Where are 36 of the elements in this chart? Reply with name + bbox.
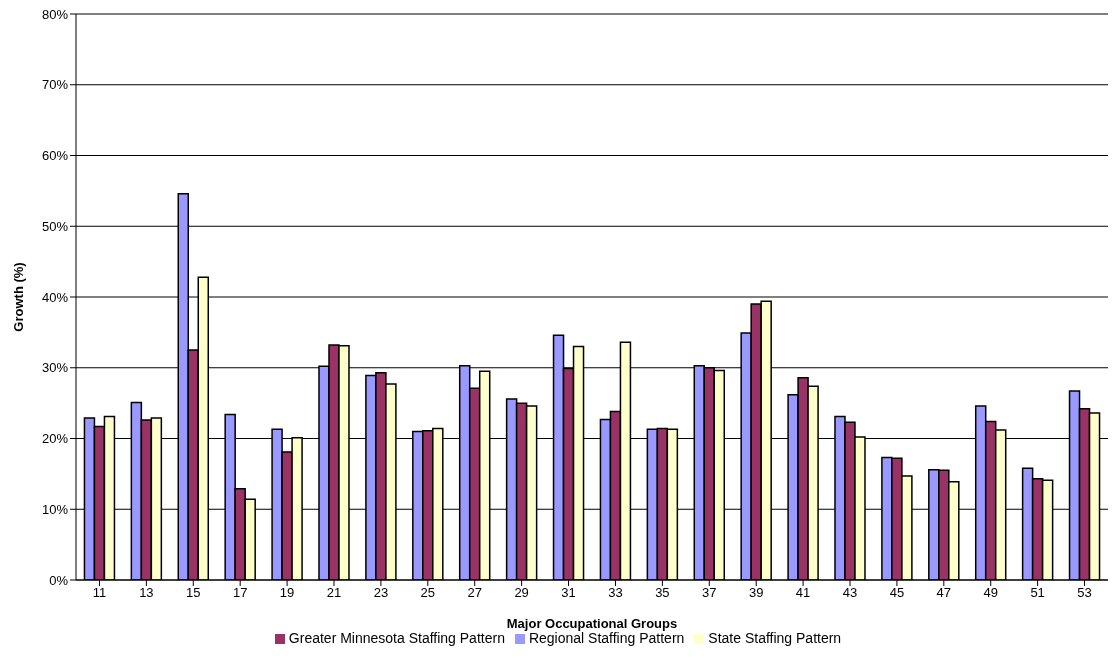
x-tick-label: 17 <box>232 585 248 601</box>
x-tick-label: 39 <box>748 585 764 601</box>
x-tick-label: 13 <box>139 585 154 601</box>
x-tick-label: 47 <box>936 585 952 601</box>
x-tick-label: 25 <box>420 585 436 601</box>
y-tick-label: 40% <box>41 289 69 305</box>
y-tick-label: 80% <box>41 6 69 22</box>
legend-label: Greater Minnesota Staffing Pattern <box>288 630 505 646</box>
x-tick-label: 15 <box>186 585 201 601</box>
y-tick-label: 20% <box>41 431 69 447</box>
x-tick-label: 27 <box>467 585 482 601</box>
y-tick-label: 0% <box>49 572 69 588</box>
x-tick-label: 49 <box>983 585 998 601</box>
x-tick-label: 41 <box>795 585 811 601</box>
legend-label: State Staffing Pattern <box>708 630 842 646</box>
x-tick-label: 43 <box>842 585 858 601</box>
y-tick-label: 70% <box>41 77 69 93</box>
x-axis-title: Major Occupational Groups <box>506 616 678 631</box>
x-tick-label: 19 <box>279 585 295 601</box>
y-tick-label: 10% <box>41 501 69 517</box>
y-tick-label: 60% <box>41 148 69 164</box>
legend-label: Regional Staffing Pattern <box>528 630 685 646</box>
x-tick-label: 37 <box>702 585 717 601</box>
y-tick-label: 50% <box>41 218 69 234</box>
x-tick-label: 21 <box>326 585 342 601</box>
x-tick-label: 29 <box>514 585 529 601</box>
x-tick-label: 23 <box>373 585 389 601</box>
x-tick-label: 35 <box>655 585 670 601</box>
x-tick-label: 11 <box>92 585 107 601</box>
y-axis-title: Growth (%) <box>10 262 26 332</box>
x-tick-label: 31 <box>561 585 576 601</box>
x-tick-label: 33 <box>608 585 623 601</box>
x-tick-label: 51 <box>1030 585 1045 601</box>
x-tick-label: 53 <box>1077 585 1092 601</box>
x-tick-label: 45 <box>889 585 905 601</box>
y-tick-label: 30% <box>41 360 69 376</box>
